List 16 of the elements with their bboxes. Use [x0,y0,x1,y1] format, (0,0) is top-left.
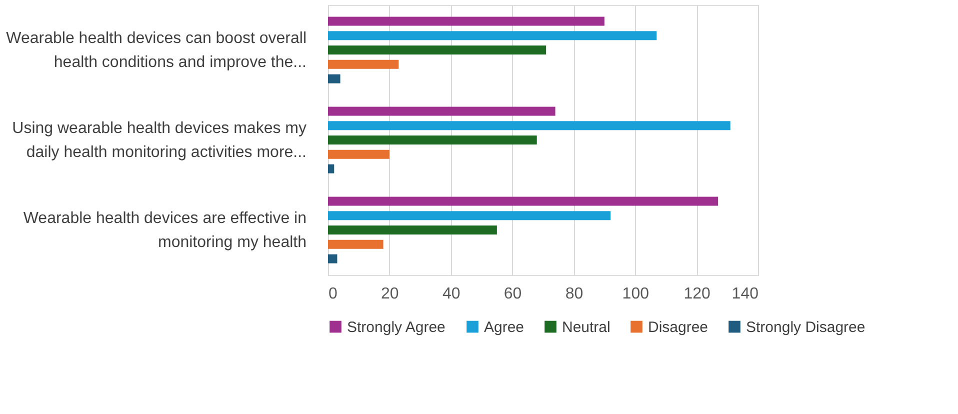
legend-label: Strongly Disagree [746,318,866,336]
legend-label: Strongly Agree [347,318,446,336]
x-tick-label: 120 [684,286,711,302]
x-tick-label: 100 [622,286,650,302]
x-tick-label: 0 [328,286,338,302]
y-tick-label: Wearable health devices are effective in monitoring my health [23,210,306,251]
y-tick-label: Wearable health devices can boost overall health conditions and improve the... [6,30,306,71]
x-tick-label: 60 [504,286,522,302]
y-tick-label: Using wearable health devices makes my daily health monitoring activities more... [12,120,306,161]
legend-label: Neutral [562,318,610,336]
legend-label: Disagree [648,318,708,336]
x-tick-label: 140 [732,286,759,302]
x-tick-label: 20 [381,286,399,302]
legend-label: Agree [484,318,524,336]
x-tick-label: 40 [442,286,460,302]
x-tick-label: 80 [565,286,584,302]
